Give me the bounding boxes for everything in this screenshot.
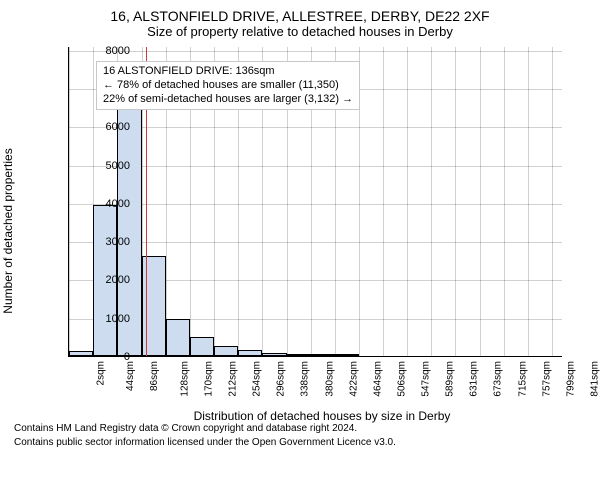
annotation-line: 22% of semi-detached houses are larger (… bbox=[103, 93, 353, 107]
xtick-label: 338sqm bbox=[300, 361, 311, 397]
xtick-label: 506sqm bbox=[397, 361, 408, 397]
gridline-h bbox=[69, 204, 562, 205]
attribution-line1: Contains HM Land Registry data © Crown c… bbox=[14, 423, 586, 435]
xtick-label: 547sqm bbox=[420, 361, 431, 397]
gridline-h bbox=[69, 242, 562, 243]
xtick-label: 128sqm bbox=[179, 361, 190, 397]
xtick-label: 464sqm bbox=[373, 361, 384, 397]
ytick-label: 6000 bbox=[106, 121, 130, 133]
gridline-v bbox=[528, 47, 529, 356]
x-axis-label: Distribution of detached houses by size … bbox=[66, 409, 578, 423]
gridline-v bbox=[431, 47, 432, 356]
xtick-label: 170sqm bbox=[203, 361, 214, 397]
bar bbox=[262, 353, 286, 356]
xtick-label: 44sqm bbox=[125, 361, 136, 391]
gridline-h bbox=[69, 166, 562, 167]
gridline-h bbox=[69, 127, 562, 128]
xtick-label: 254sqm bbox=[252, 361, 263, 397]
xtick-label: 422sqm bbox=[348, 361, 359, 397]
ytick-label: 1000 bbox=[106, 313, 130, 325]
annotation-box: 16 ALSTONFIELD DRIVE: 136sqm← 78% of det… bbox=[96, 61, 360, 110]
bar bbox=[166, 319, 190, 356]
xtick-label: 212sqm bbox=[227, 361, 238, 397]
plot-area: Number of detached properties Distributi… bbox=[18, 41, 578, 421]
gridline-v bbox=[407, 47, 408, 356]
bar bbox=[190, 337, 214, 356]
ytick-label: 8000 bbox=[106, 45, 130, 57]
chart-title: 16, ALSTONFIELD DRIVE, ALLESTREE, DERBY,… bbox=[14, 8, 586, 24]
gridline-h bbox=[69, 51, 562, 52]
gridline-v bbox=[69, 47, 70, 356]
xtick-label: 86sqm bbox=[149, 361, 160, 391]
annotation-line: ← 78% of detached houses are smaller (11… bbox=[103, 79, 353, 93]
y-axis-label: Number of detached properties bbox=[1, 148, 15, 313]
xtick-label: 296sqm bbox=[276, 361, 287, 397]
ytick-label: 5000 bbox=[106, 160, 130, 172]
xtick-label: 631sqm bbox=[469, 361, 480, 397]
xtick-label: 673sqm bbox=[493, 361, 504, 397]
bar bbox=[335, 354, 359, 356]
bar bbox=[238, 350, 262, 356]
annotation-line: 16 ALSTONFIELD DRIVE: 136sqm bbox=[103, 65, 353, 79]
ytick-label: 4000 bbox=[106, 198, 130, 210]
bar bbox=[214, 346, 238, 356]
gridline-v bbox=[552, 47, 553, 356]
bar bbox=[69, 351, 93, 356]
gridline-v bbox=[455, 47, 456, 356]
xtick-label: 715sqm bbox=[517, 361, 528, 397]
gridline-v bbox=[504, 47, 505, 356]
bar bbox=[287, 354, 311, 356]
xtick-label: 799sqm bbox=[565, 361, 576, 397]
gridline-v bbox=[383, 47, 384, 356]
xtick-label: 380sqm bbox=[324, 361, 335, 397]
ytick-label: 3000 bbox=[106, 236, 130, 248]
xtick-label: 841sqm bbox=[590, 361, 600, 397]
xtick-label: 757sqm bbox=[541, 361, 552, 397]
attribution-line2: Contains public sector information licen… bbox=[14, 437, 586, 449]
gridline-v bbox=[480, 47, 481, 356]
ytick-label: 2000 bbox=[106, 274, 130, 286]
bar bbox=[311, 354, 335, 356]
xtick-label: 2sqm bbox=[95, 361, 106, 385]
xtick-label: 589sqm bbox=[445, 361, 456, 397]
chart-subtitle: Size of property relative to detached ho… bbox=[14, 24, 586, 39]
